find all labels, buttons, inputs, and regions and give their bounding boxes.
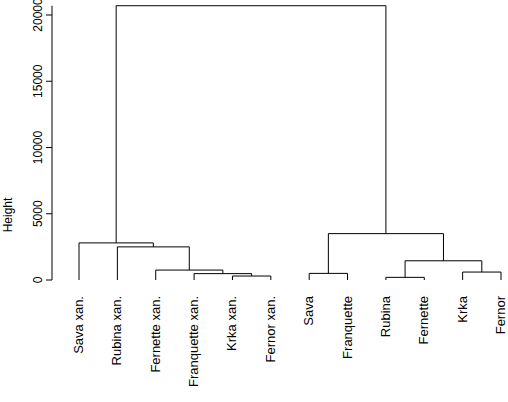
- leaf-label: Fernette: [416, 296, 431, 344]
- leaf-label: Rubina: [378, 295, 393, 337]
- tick-label: 15000: [31, 64, 45, 98]
- leaf-label: Sava xan.: [71, 296, 86, 354]
- merge-link: [463, 272, 501, 280]
- leaf-label: Fernor xan.: [263, 296, 278, 362]
- tick-label: 20000: [31, 0, 45, 32]
- y-axis: 0 5000 10000 15000 20000 Height: [1, 0, 52, 283]
- tick: [46, 147, 52, 148]
- plot-area: [79, 6, 501, 280]
- merge-link: [79, 243, 153, 280]
- leaf-label: Sava: [301, 295, 316, 325]
- tick: [46, 280, 52, 281]
- leaf-label: Fernette xan.: [148, 296, 163, 373]
- leaf-labels: Sava xan. Rubina xan. Fernette xan. Franque…: [71, 295, 508, 387]
- leaf-label: Krka xan.: [224, 296, 239, 351]
- merge-link: [194, 274, 252, 280]
- tick: [46, 81, 52, 82]
- merge-link: [116, 6, 386, 243]
- tick-label: 5000: [31, 200, 45, 227]
- leaf-label: Franquette xan.: [186, 296, 201, 387]
- leaf-label: Rubina xan.: [109, 296, 124, 365]
- tick: [46, 213, 52, 214]
- tick: [46, 15, 52, 16]
- merge-link: [156, 270, 223, 280]
- merge-link: [309, 273, 347, 280]
- leaf-label: Franquette: [340, 296, 355, 359]
- merge-link: [117, 247, 189, 280]
- leaf-label: Fernor: [493, 295, 508, 334]
- tick-label: 0: [31, 276, 45, 283]
- leaf-label: Krka: [455, 295, 470, 323]
- merge-link: [328, 234, 443, 274]
- merge-link: [386, 277, 424, 280]
- axis-title: Height: [1, 197, 15, 232]
- merge-link: [405, 261, 482, 278]
- tick-label: 10000: [31, 130, 45, 164]
- axis-line: [52, 6, 53, 280]
- chart-container: 0 5000 10000 15000 20000 Height Sava xan. Rubin…: [0, 0, 508, 402]
- merge-link: [232, 276, 270, 280]
- chart: 0 5000 10000 15000 20000 Height Sava xan. Rubin…: [0, 0, 508, 402]
